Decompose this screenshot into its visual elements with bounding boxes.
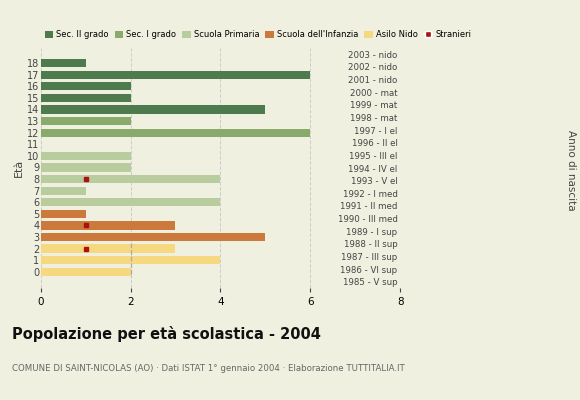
Bar: [41, 105, 265, 114]
Text: Anno di nascita: Anno di nascita: [566, 130, 577, 210]
Bar: [41, 152, 130, 160]
Bar: [41, 94, 130, 102]
Bar: [41, 128, 310, 137]
Bar: [41, 256, 220, 264]
Legend: Sec. II grado, Sec. I grado, Scuola Primaria, Scuola dell'Infanzia, Asilo Nido, : Sec. II grado, Sec. I grado, Scuola Prim…: [45, 30, 472, 39]
Text: Popolazione per età scolastica - 2004: Popolazione per età scolastica - 2004: [12, 326, 321, 342]
Bar: [41, 221, 175, 230]
Bar: [41, 244, 175, 253]
Y-axis label: Età: Età: [14, 159, 24, 177]
Bar: [41, 198, 220, 206]
Bar: [41, 268, 130, 276]
Text: COMUNE DI SAINT-NICOLAS (AO) · Dati ISTAT 1° gennaio 2004 · Elaborazione TUTTITA: COMUNE DI SAINT-NICOLAS (AO) · Dati ISTA…: [12, 364, 404, 373]
Bar: [41, 59, 86, 67]
Bar: [41, 163, 130, 172]
Bar: [41, 117, 130, 125]
Bar: [41, 82, 130, 90]
Bar: [41, 233, 265, 241]
Bar: [41, 186, 86, 195]
Bar: [41, 70, 310, 79]
Bar: [41, 210, 86, 218]
Bar: [41, 175, 220, 183]
